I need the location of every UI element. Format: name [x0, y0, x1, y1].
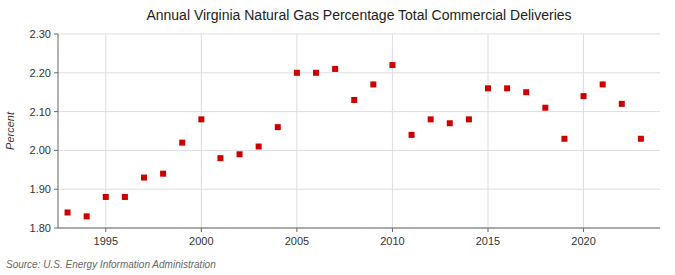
grid-line-x [201, 34, 202, 228]
grid-line-x [488, 34, 489, 228]
grid-line-y [58, 111, 660, 112]
point [428, 116, 434, 122]
x-tick-label: 2015 [476, 235, 500, 247]
point [237, 151, 243, 157]
points [65, 62, 644, 219]
point [351, 97, 357, 103]
point [542, 105, 548, 111]
point [84, 213, 90, 219]
chart-container: 1.80 1.90 2.00 2.10 2.20 2.30 1995 2000 2005 2010… [0, 0, 675, 275]
point [256, 144, 262, 150]
grid-line-y [58, 72, 660, 73]
title: Annual Virginia Natural Gas Percentage T… [146, 7, 571, 23]
y-tick-label: 1.80 [30, 222, 51, 234]
grid-line-y [58, 228, 660, 229]
point [561, 136, 567, 142]
point [466, 116, 472, 122]
point [409, 132, 415, 138]
x-axis-line [58, 228, 660, 229]
grid [58, 34, 660, 228]
point [198, 116, 204, 122]
source-note: Source: U.S. Energy Information Administ… [6, 259, 216, 270]
point [294, 70, 300, 76]
point [217, 155, 223, 161]
point [370, 81, 376, 87]
point [447, 120, 453, 126]
y-tick [54, 34, 58, 35]
x-tick-label: 2000 [189, 235, 213, 247]
chart-svg: 1.80 1.90 2.00 2.10 2.20 2.30 1995 2000 2005 2010… [0, 0, 675, 275]
x-tick-label: 2020 [571, 235, 595, 247]
x-tick [296, 228, 297, 232]
x-tick-label: 2010 [380, 235, 404, 247]
point [122, 194, 128, 200]
y-axis-line [58, 34, 59, 228]
x-tick [488, 228, 489, 232]
x-tick-label: 2005 [285, 235, 309, 247]
y-tick-label: 2.00 [30, 144, 51, 156]
point [275, 124, 281, 130]
point [313, 70, 319, 76]
point [523, 89, 529, 95]
y-tick-label: 2.20 [30, 67, 51, 79]
point [485, 85, 491, 91]
y-tick [54, 228, 58, 229]
grid-line-y [58, 189, 660, 190]
grid-line-y [58, 34, 660, 35]
point [179, 140, 185, 146]
y-tick-label: 2.10 [30, 106, 51, 118]
y-tick-label: 2.30 [30, 28, 51, 40]
point [504, 85, 510, 91]
y-tick-label: 1.90 [30, 183, 51, 195]
grid-line-x [583, 34, 584, 228]
x-tick [105, 228, 106, 232]
point [141, 175, 147, 181]
point [160, 171, 166, 177]
y-axis-label: Percent [4, 111, 16, 150]
y-tick [54, 72, 58, 73]
point [581, 93, 587, 99]
x-tick-label: 1995 [94, 235, 118, 247]
point [619, 101, 625, 107]
y-tick [54, 111, 58, 112]
x-tick [201, 228, 202, 232]
grid-line-y [58, 150, 660, 151]
x-tick [583, 228, 584, 232]
grid-line-x [296, 34, 297, 228]
y-tick [54, 189, 58, 190]
y-tick [54, 150, 58, 151]
point [65, 209, 71, 215]
point [389, 62, 395, 68]
point [332, 66, 338, 72]
point [600, 81, 606, 87]
point [638, 136, 644, 142]
point [103, 194, 109, 200]
x-tick [392, 228, 393, 232]
